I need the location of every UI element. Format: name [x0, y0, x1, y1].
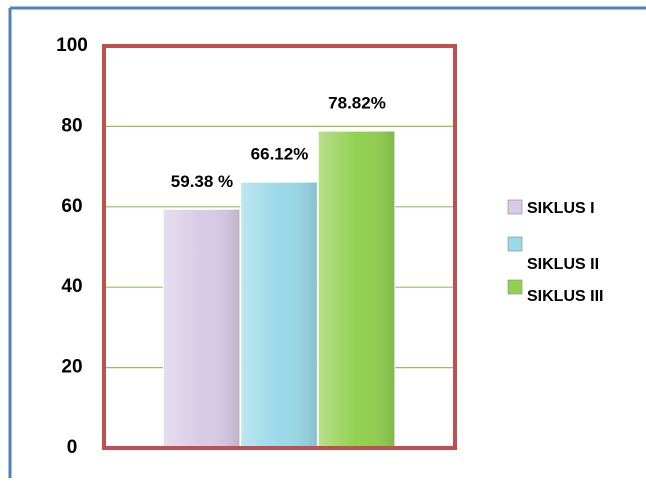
y-tick-label: 40 — [61, 276, 82, 297]
bar-shine — [163, 209, 240, 448]
data-label: 59.38 % — [171, 172, 233, 191]
legend-swatch — [507, 279, 523, 295]
legend-label: SIKLUS II — [527, 256, 599, 273]
y-tick-label: 100 — [56, 35, 88, 56]
bars — [162, 130, 396, 449]
legend-swatch — [507, 236, 523, 252]
legend-label: SIKLUS III — [527, 288, 603, 305]
data-label: 78.82% — [328, 94, 386, 113]
legend-swatch — [507, 199, 523, 215]
data-label: 66.12% — [251, 145, 309, 164]
y-tick-label: 60 — [61, 196, 82, 217]
y-tick-label: 0 — [67, 437, 78, 458]
bar-shine — [318, 131, 395, 448]
legend-label: SIKLUS I — [527, 200, 595, 217]
labels: 0 20 40 60 80 100 59.38 % 66.12% 78.82% SIKLUS I S… — [56, 35, 603, 458]
bar-shine — [240, 182, 318, 448]
y-tick-label: 80 — [61, 115, 82, 136]
plot-border — [102, 44, 457, 450]
y-tick-label: 20 — [61, 357, 82, 378]
